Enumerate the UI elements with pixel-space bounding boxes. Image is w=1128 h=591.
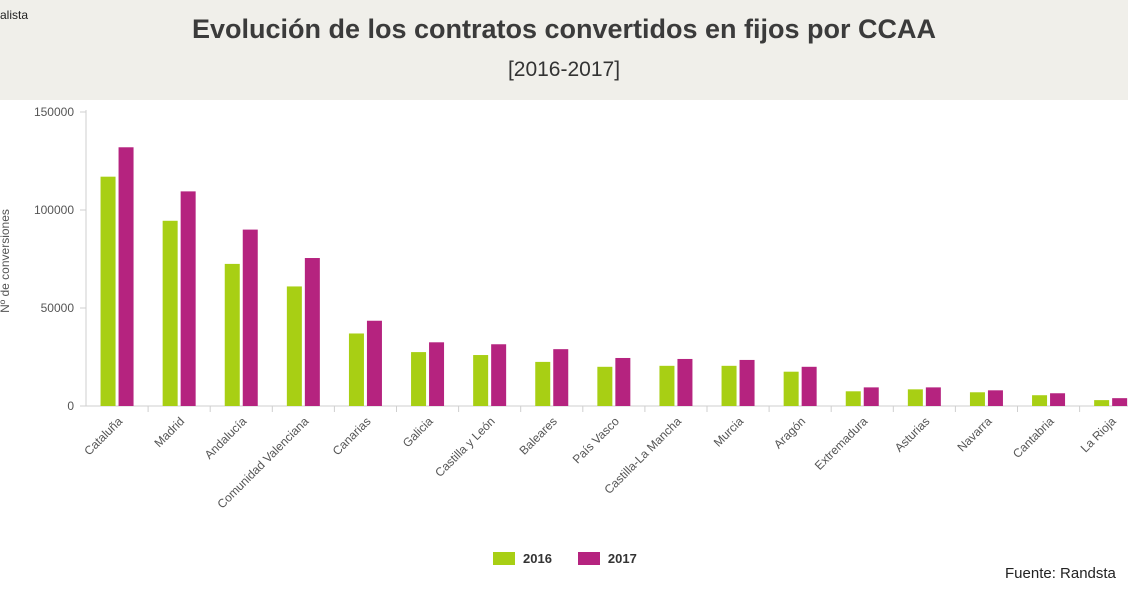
- legend-label-2017: 2017: [607, 551, 637, 566]
- chart-legend: 2016 2017: [493, 551, 663, 566]
- bar-2017: [739, 359, 755, 406]
- legend-swatch-2017: [577, 552, 600, 565]
- bar-2017: [180, 191, 196, 406]
- x-tick-label: Andalucía: [202, 414, 250, 462]
- y-axis-title: Nº de conversiones: [0, 209, 12, 313]
- x-tick-label: Castilla y León: [432, 414, 498, 480]
- bar-2017: [118, 147, 134, 406]
- x-tick-label: Aragón: [771, 414, 808, 451]
- y-tick-label: 50000: [41, 301, 75, 315]
- x-tick-label: Extremadura: [812, 414, 871, 473]
- bar-2016: [721, 365, 737, 406]
- bar-2017: [925, 387, 941, 406]
- y-tick-label: 150000: [34, 105, 74, 119]
- legend-item-2017[interactable]: 2017: [577, 551, 637, 566]
- x-tick-label: Cantabria: [1010, 414, 1057, 461]
- bar-2017: [304, 258, 320, 406]
- legend-item-2016[interactable]: 2016: [493, 551, 552, 566]
- bar-2016: [411, 352, 427, 406]
- legend-swatch-2016: [493, 552, 515, 565]
- brand-text: alista: [0, 8, 29, 22]
- bar-2016: [845, 391, 861, 406]
- bar-2017: [553, 349, 569, 406]
- bar-2017: [491, 344, 507, 406]
- x-tick-label: Madrid: [151, 414, 187, 450]
- chart-title: Evolución de los contratos convertidos e…: [191, 14, 937, 44]
- bar-2016: [162, 220, 178, 406]
- bar-2017: [863, 387, 879, 406]
- bar-2017: [366, 320, 382, 406]
- bar-2016: [286, 286, 302, 406]
- bar-2016: [224, 263, 240, 406]
- bar-2016: [100, 176, 116, 406]
- bar-2017: [987, 390, 1003, 406]
- source-note: Fuente: Randsta: [1005, 565, 1116, 582]
- x-tick-label: Cataluña: [81, 414, 125, 458]
- bar-2016: [597, 366, 613, 406]
- bar-2017: [429, 342, 445, 406]
- y-tick-label: 0: [67, 399, 74, 413]
- bar-2016: [783, 371, 799, 406]
- bar-2016: [348, 333, 364, 406]
- bar-2017: [242, 229, 258, 406]
- x-tick-label: Baleares: [516, 414, 559, 457]
- bar-2017: [1112, 398, 1128, 406]
- x-tick-label: Galicia: [400, 414, 436, 450]
- legend-label-2016: 2016: [523, 551, 552, 566]
- x-tick-label: Murcia: [711, 414, 747, 450]
- bar-2016: [535, 361, 551, 406]
- x-tick-label: La Rioja: [1078, 414, 1119, 455]
- bar-2017: [1050, 393, 1066, 406]
- y-tick-label: 100000: [34, 203, 74, 217]
- x-tick-label: Navarra: [954, 414, 994, 454]
- x-tick-label: Canarias: [330, 414, 374, 458]
- bar-2016: [659, 365, 675, 406]
- bar-2016: [907, 389, 923, 406]
- chart-subtitle: [2016-2017]: [507, 58, 621, 81]
- bar-2017: [801, 366, 817, 406]
- bar-2016: [1094, 400, 1110, 406]
- bar-2016: [1032, 395, 1048, 406]
- bar-2016: [969, 392, 985, 406]
- x-tick-label: Asturias: [892, 414, 933, 455]
- bar-2017: [677, 358, 693, 406]
- bar-2016: [473, 355, 489, 406]
- bar-2017: [615, 357, 631, 406]
- x-tick-label: País Vasco: [570, 414, 622, 466]
- chart-header: alista Evolución de los contratos conver…: [0, 0, 1128, 100]
